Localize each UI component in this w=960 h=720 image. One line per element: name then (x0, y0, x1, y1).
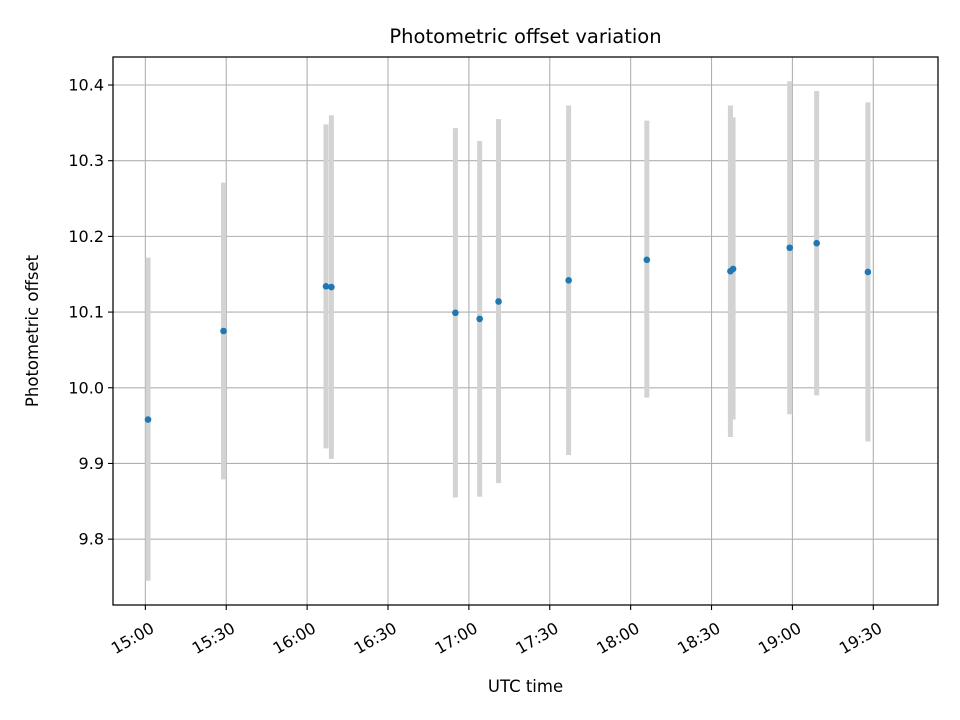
data-point (144, 416, 152, 423)
data-points (144, 239, 872, 423)
y-tick-label: 10.0 (68, 378, 104, 397)
y-tick-label: 10.2 (68, 227, 104, 246)
data-point (813, 239, 820, 247)
grid (113, 57, 938, 605)
y-tick-label: 10.3 (68, 151, 104, 170)
data-point (220, 327, 227, 335)
y-tick-label: 9.9 (79, 454, 104, 473)
data-point (476, 315, 483, 323)
data-point (328, 283, 335, 291)
y-tick-label: 10.4 (68, 76, 104, 95)
chart-title: Photometric offset variation (389, 25, 661, 48)
data-point (322, 283, 330, 290)
data-point (452, 309, 459, 317)
data-point (495, 298, 502, 305)
y-axis-label: Photometric offset (23, 254, 42, 407)
data-point (864, 268, 872, 276)
data-point (786, 244, 794, 252)
data-point (565, 276, 572, 284)
data-point (643, 256, 651, 264)
data-point (729, 265, 737, 273)
y-tick-label: 10.1 (68, 303, 104, 322)
x-axis-label: UTC time (488, 677, 563, 696)
plot-area-frame (112, 56, 939, 606)
y-tick-label: 9.8 (79, 530, 104, 549)
